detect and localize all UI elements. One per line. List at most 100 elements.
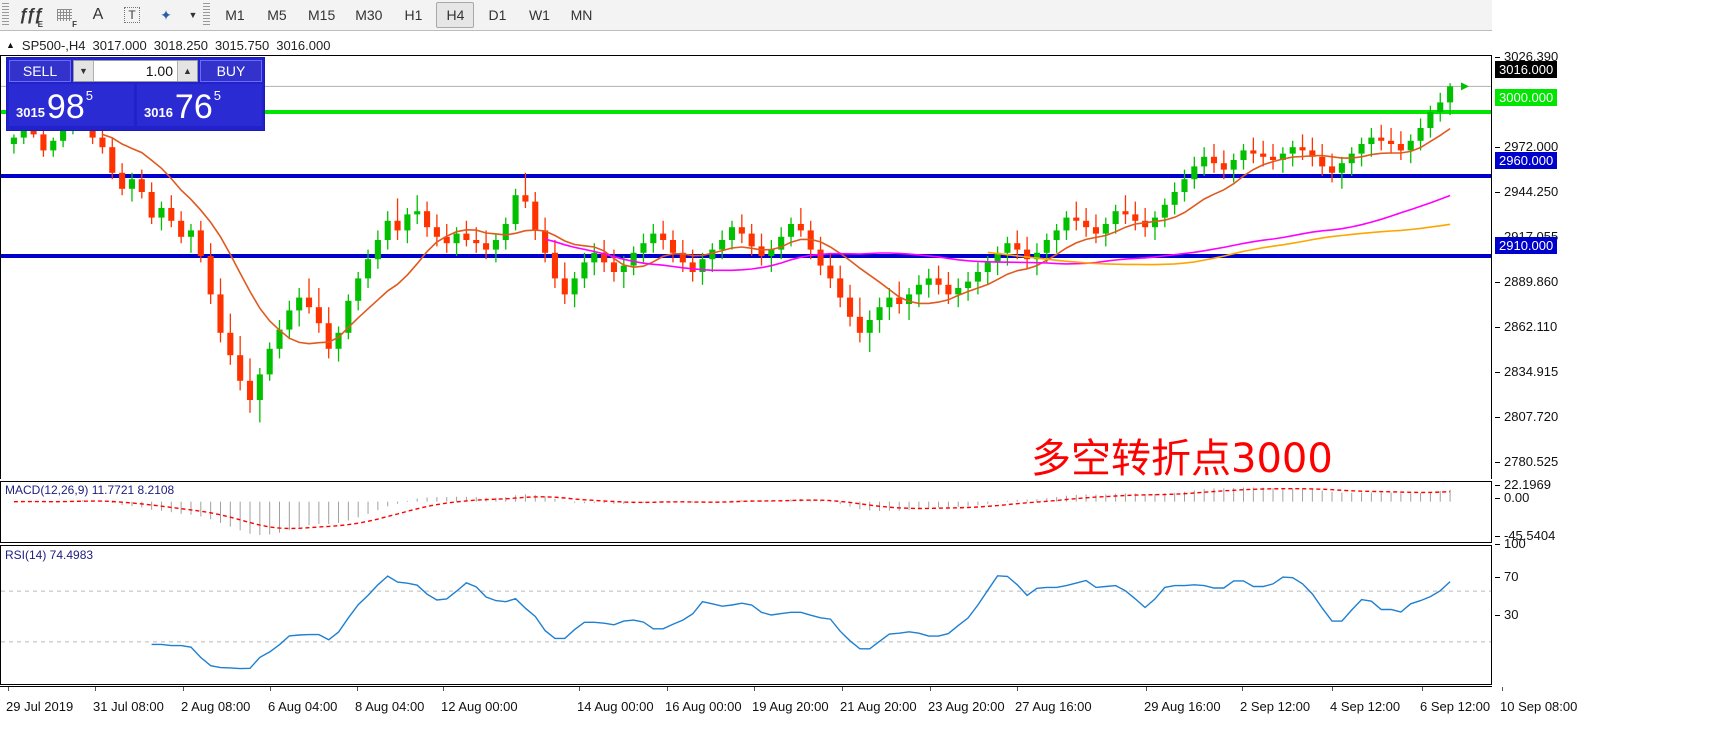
one-click-trading-panel[interactable]: SELL ▼ 1.00 ▲ BUY 3015 98 5 3016 76 5 [6, 57, 265, 131]
price-axis-tick: 2780.525 [1494, 454, 1559, 469]
tf-label: M5 [267, 7, 287, 23]
chevron-down-icon[interactable]: ▼ [183, 1, 201, 30]
timeframe-m1[interactable]: M1 [216, 2, 254, 28]
time-axis-label: 8 Aug 04:00 [355, 699, 425, 714]
rsi-axis-tick: 100 [1495, 536, 1526, 551]
timeframe-w1[interactable]: W1 [520, 2, 558, 28]
time-axis-tick [1242, 687, 1243, 691]
timeframe-m15[interactable]: M15 [300, 2, 343, 28]
timeframe-mn[interactable]: MN [562, 2, 600, 28]
text-label-icon[interactable]: T [115, 1, 149, 30]
price-level-badge[interactable]: 2960.000 [1495, 152, 1558, 169]
time-axis-tick [95, 687, 96, 691]
rsi-axis-tick: 30 [1494, 607, 1519, 622]
collapse-triangle-icon[interactable]: ▲ [6, 40, 15, 50]
trade-prices-row: 3015 98 5 3016 76 5 [7, 84, 264, 128]
time-axis-label: 31 Jul 08:00 [93, 699, 164, 714]
text-A-icon[interactable]: A [92, 6, 104, 23]
time-axis-label: 6 Sep 12:00 [1420, 699, 1491, 714]
time-axis-tick [1146, 687, 1147, 691]
chart-annotation-text: 多空转折点3000 [1031, 436, 1333, 479]
tf-label: M30 [355, 7, 383, 23]
time-axis-tick [842, 687, 843, 691]
sell-price-integer: 3015 [16, 105, 45, 120]
price-axis-tick: 2944.250 [1494, 184, 1559, 199]
rsi-indicator-panel[interactable]: RSI(14) 74.4983 [0, 545, 1492, 685]
tf-label: D1 [488, 7, 507, 23]
time-axis-tick [667, 687, 668, 691]
sell-price-display[interactable]: 3015 98 5 [9, 84, 134, 126]
rsi-canvas [1, 575, 1491, 670]
time-axis-label: 29 Aug 16:00 [1144, 699, 1221, 714]
open-price: 3017.000 [92, 37, 147, 53]
price-axis-tick: 2972.000 [1494, 139, 1559, 154]
low-price: 3015.750 [214, 37, 270, 53]
buy-price-fraction: 5 [213, 88, 221, 103]
time-axis-label: 12 Aug 00:00 [441, 699, 518, 714]
macd-label: MACD(12,26,9) 11.7721 8.2108 [5, 483, 175, 497]
time-axis: 29 Jul 2019 31 Jul 08:00 2 Aug 08:00 6 Aug … [0, 686, 1577, 742]
time-axis-label: 23 Aug 20:00 [928, 699, 1005, 714]
macd-indicator-panel[interactable]: MACD(12,26,9) 11.7721 8.2108 [0, 481, 1492, 543]
volume-stepper[interactable]: ▼ 1.00 ▲ [73, 60, 198, 82]
sell-button[interactable]: SELL [9, 60, 71, 82]
timeframe-h4[interactable]: H4 [436, 2, 475, 28]
price-chart-canvas [1, 82, 1491, 423]
indicators-icon[interactable]: ƒƒƒ E [18, 5, 43, 29]
tf-label: H1 [404, 7, 423, 23]
time-axis-label: 19 Aug 20:00 [752, 699, 829, 714]
time-axis-label: 4 Sep 12:00 [1330, 699, 1401, 714]
grid-icon[interactable]: F [47, 1, 81, 30]
time-axis-tick [1502, 687, 1503, 691]
price-level-badge[interactable]: 3000.000 [1495, 89, 1558, 106]
timeframe-d1[interactable]: D1 [478, 2, 516, 28]
rsi-axis-tick: 70 [1494, 569, 1519, 584]
timeframe-m5[interactable]: M5 [258, 2, 296, 28]
time-axis-tick [579, 687, 580, 691]
price-axis-tick: 2889.860 [1494, 274, 1559, 289]
volume-decrease-icon[interactable]: ▼ [74, 61, 94, 81]
time-axis-tick [1017, 687, 1018, 691]
timeframe-grip[interactable] [203, 3, 210, 27]
rsi-label: RSI(14) 74.4983 [5, 548, 94, 562]
time-axis-label: 14 Aug 00:00 [577, 699, 654, 714]
time-axis-tick [930, 687, 931, 691]
symbol-label: SP500-,H4 [21, 37, 86, 53]
time-axis-label: 21 Aug 20:00 [840, 699, 917, 714]
buy-price-display[interactable]: 3016 76 5 [137, 84, 262, 126]
volume-input[interactable]: 1.00 [145, 63, 173, 79]
objects-icon[interactable]: ✦ [160, 6, 172, 23]
time-axis-label: 16 Aug 00:00 [665, 699, 742, 714]
time-axis-tick [1422, 687, 1423, 691]
sell-button-label: SELL [22, 63, 58, 79]
close-price: 3016.000 [276, 37, 331, 53]
macd-canvas [13, 487, 1451, 535]
price-level-badge[interactable]: 3016.000 [1495, 61, 1558, 78]
time-axis-label: 2 Aug 08:00 [181, 699, 251, 714]
buy-price-main: 76 [174, 88, 213, 126]
toolbar-grip[interactable] [2, 3, 9, 27]
price-axis-tick: 2862.110 [1494, 319, 1558, 334]
high-price: 3018.250 [153, 37, 208, 53]
timeframe-h1[interactable]: H1 [394, 2, 432, 28]
volume-increase-icon[interactable]: ▲ [177, 61, 197, 81]
macd-axis-tick: 22.1969 [1495, 477, 1551, 492]
sell-price-fraction: 5 [85, 88, 93, 103]
time-axis-tick [754, 687, 755, 691]
buy-button[interactable]: BUY [200, 60, 262, 82]
time-axis-label: 10 Sep 08:00 [1500, 699, 1578, 714]
price-level-badge[interactable]: 2910.000 [1495, 237, 1558, 254]
buy-price-integer: 3016 [144, 105, 173, 120]
buy-button-label: BUY [216, 63, 246, 79]
time-axis-tick [183, 687, 184, 691]
timeframe-m30[interactable]: M30 [347, 2, 390, 28]
main-toolbar: ƒƒƒ E F A T ✦ ▼ M1 M5 M15 M30 H1 H4 D1 W1… [0, 0, 1710, 31]
time-axis-label: 27 Aug 16:00 [1015, 699, 1092, 714]
price-axis[interactable]: 3026.3902972.0002944.2502917.0552889.860… [1492, 0, 1710, 742]
tf-label: W1 [528, 7, 550, 23]
time-axis-label: 29 Jul 2019 [6, 699, 74, 714]
dropdown-caret: ▼ [188, 10, 198, 20]
trade-controls-row: SELL ▼ 1.00 ▲ BUY [7, 58, 264, 84]
tf-label: H4 [446, 7, 465, 23]
